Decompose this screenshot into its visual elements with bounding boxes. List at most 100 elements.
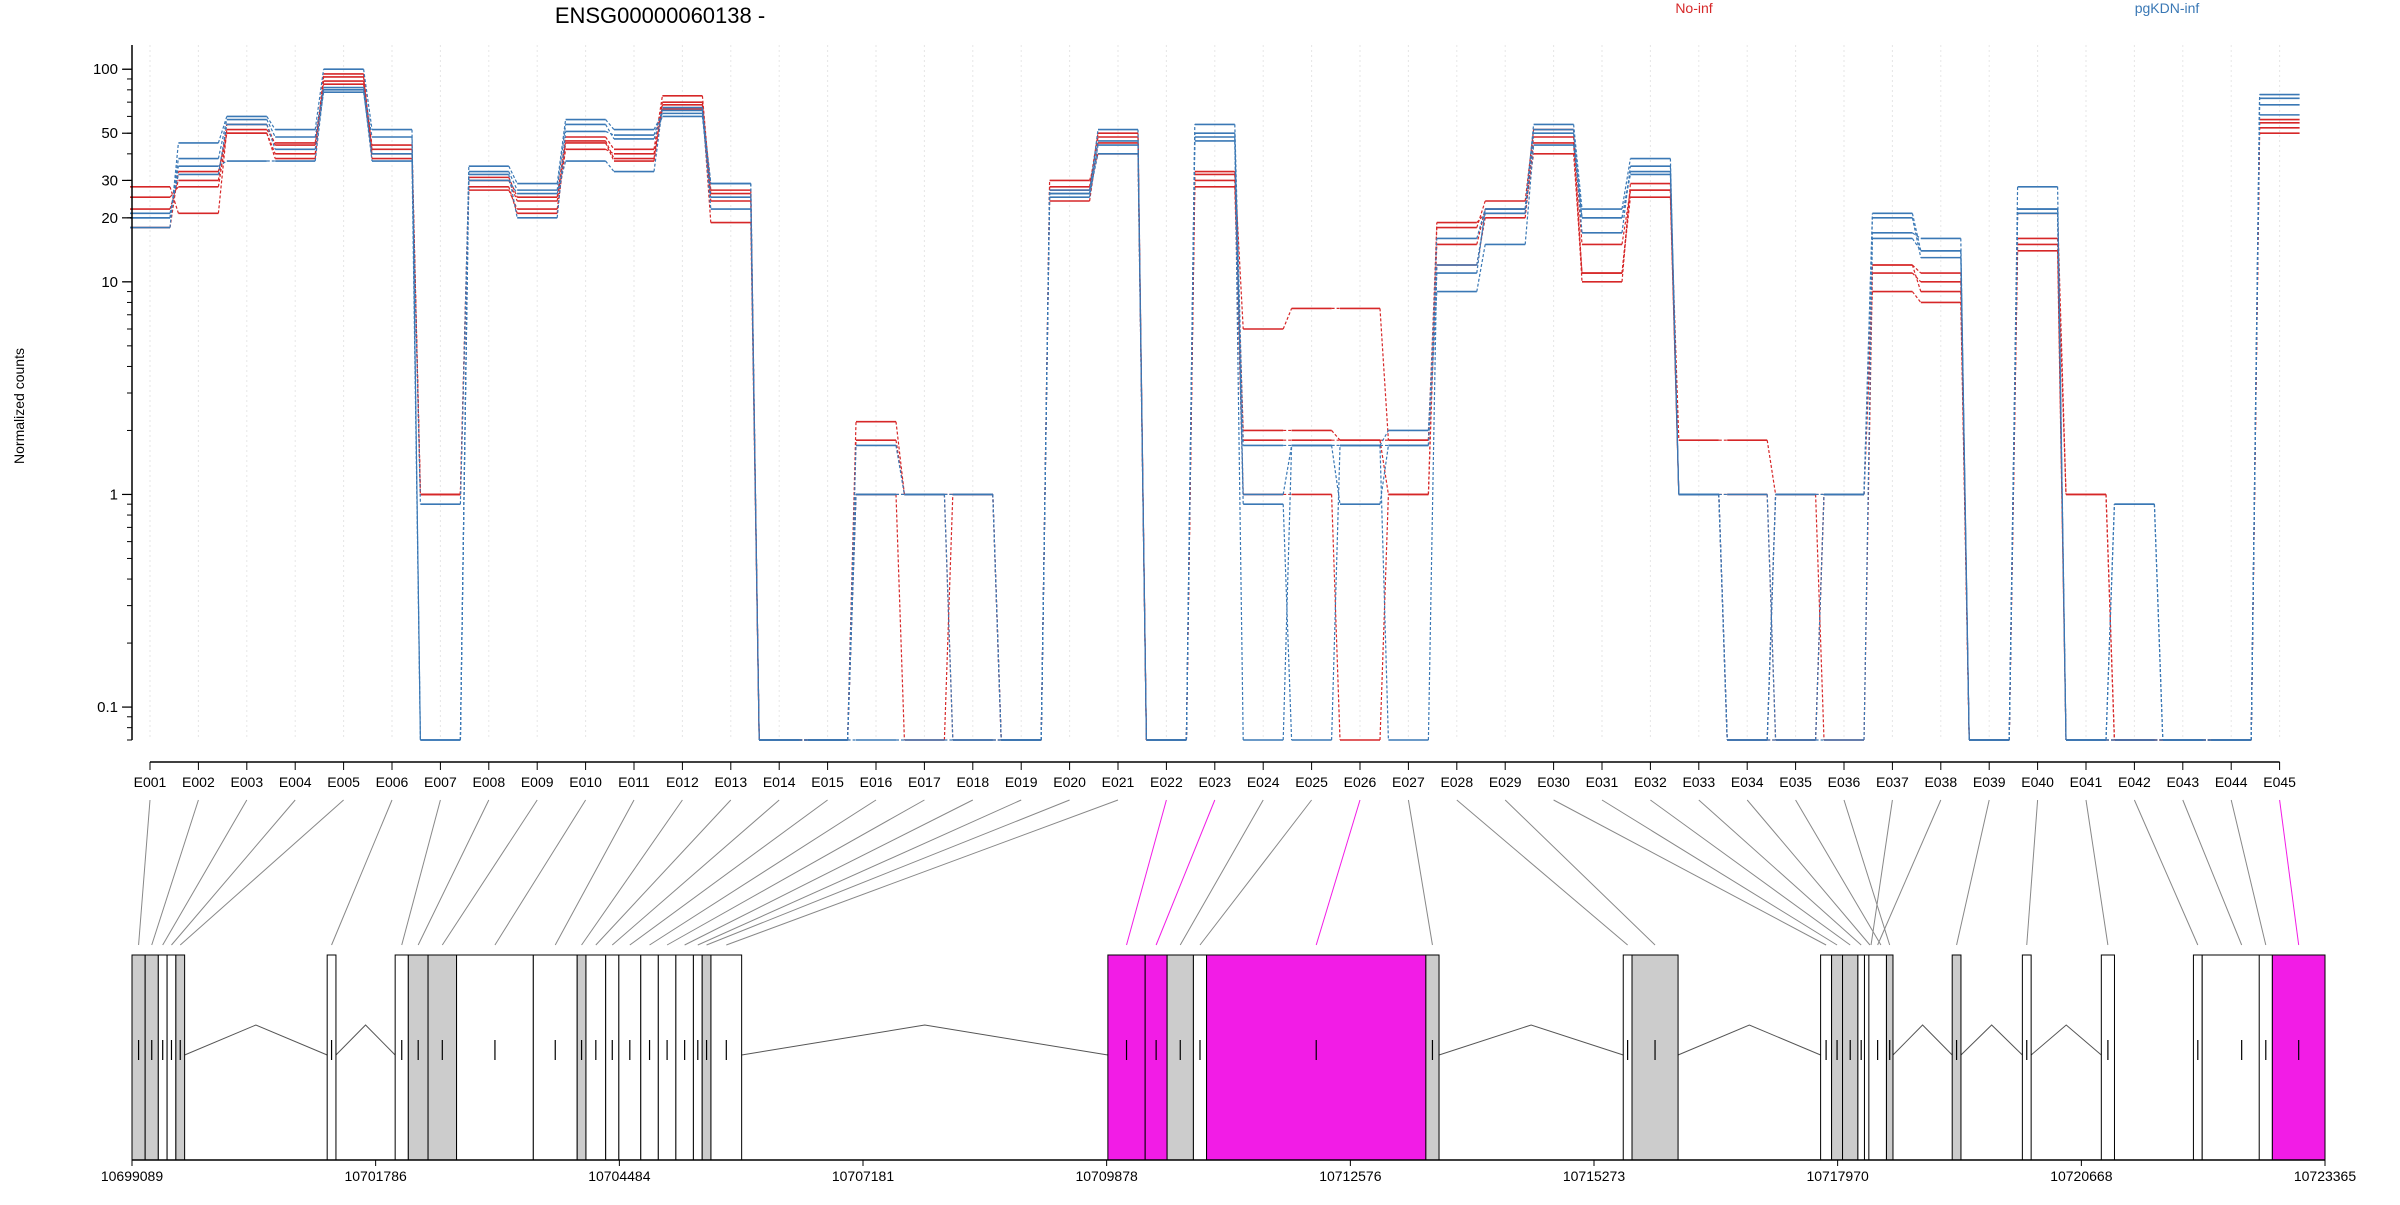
data-connector <box>217 129 228 214</box>
x-tick-label: E042 <box>2118 774 2151 790</box>
x-tick-label: E038 <box>1924 774 1957 790</box>
data-connector <box>992 494 1002 741</box>
intron-line <box>2030 1024 2102 1056</box>
data-connector <box>1863 217 1873 495</box>
exon-connector-line <box>441 799 538 946</box>
data-connector <box>363 76 373 159</box>
gene-model: 10699089 10701786 10704484 10707181 10709878… <box>101 954 2356 1184</box>
data-connector <box>653 95 663 150</box>
data-connector <box>1089 153 1099 194</box>
exon-connector-line <box>2279 799 2300 946</box>
data-connector <box>1911 264 1922 274</box>
series-pgkdn-inf-7 <box>130 89 2300 741</box>
data-connector <box>266 124 276 146</box>
data-connector <box>1282 504 1293 741</box>
exon-connector-line <box>162 799 248 946</box>
data-connector <box>314 89 325 162</box>
genomic-tick-label: 10717970 <box>1806 1168 1869 1184</box>
series-lines <box>130 68 2300 741</box>
exon-connector-line <box>2085 799 2109 946</box>
data-connector <box>169 171 179 228</box>
data-connector <box>314 87 325 138</box>
y-tick-label: 20 <box>101 210 118 227</box>
data-connector <box>1331 494 1341 741</box>
x-tick-label: E029 <box>1489 774 1522 790</box>
x-tick-label: E014 <box>763 774 796 790</box>
y-axis-label: Normalized counts <box>11 348 27 464</box>
intron-line <box>1960 1024 2023 1056</box>
data-connector <box>1912 232 1922 239</box>
x-tick-label: E007 <box>424 774 457 790</box>
data-connector <box>1379 430 1389 446</box>
data-connector <box>1379 445 1389 505</box>
x-tick-label: E006 <box>376 774 409 790</box>
data-connector <box>1621 183 1631 282</box>
data-connector <box>1911 238 1922 252</box>
exon-connector-line <box>1456 799 1628 946</box>
data-connector <box>1040 190 1051 741</box>
genomic-tick-label: 10701786 <box>344 1168 407 1184</box>
exon-connector-line <box>706 799 1070 946</box>
x-tick-label: E013 <box>714 774 747 790</box>
exon-connector-line <box>417 799 490 946</box>
x-tick-label: E005 <box>327 774 360 790</box>
exon-connector-line <box>595 799 732 946</box>
x-tick-label: E009 <box>521 774 554 790</box>
exon-connector-line <box>2133 799 2199 946</box>
data-connector <box>363 89 373 162</box>
x-tick-label: E010 <box>569 774 602 790</box>
exon-connector-line <box>138 799 151 946</box>
exon-connector-line <box>1504 799 1656 946</box>
exon-connector-line <box>1746 799 1871 946</box>
data-connector <box>1234 136 1244 741</box>
x-tick-label: E023 <box>1198 774 1231 790</box>
x-tick-label: E002 <box>182 774 215 790</box>
data-connector <box>2008 213 2019 741</box>
data-connector <box>314 69 325 130</box>
x-tick-label: E036 <box>1828 774 1861 790</box>
exon-connector-line <box>726 799 1119 946</box>
y-tick-label: 0.1 <box>97 699 118 716</box>
data-connector <box>266 124 276 150</box>
exon-connector-line <box>666 799 925 946</box>
data-connector <box>701 110 712 210</box>
exon-connector-line <box>554 799 635 946</box>
data-connector <box>605 148 615 155</box>
data-connector <box>508 189 518 210</box>
exon-connector-line <box>1795 799 1882 946</box>
x-tick-label: E035 <box>1779 774 1812 790</box>
data-connector <box>605 136 615 150</box>
exon-connector-line <box>1407 799 1433 946</box>
data-connector <box>1282 445 1293 741</box>
exon-connector-line <box>1843 799 1891 946</box>
x-tick-label: E040 <box>2021 774 2054 790</box>
x-tick-label: E039 <box>1973 774 2006 790</box>
data-connector <box>411 153 421 505</box>
data-connector <box>1911 217 1922 258</box>
legend-entry-no-inf: No-inf <box>1675 0 1712 16</box>
data-connector <box>1282 445 1293 495</box>
exon-connector-line <box>684 799 974 946</box>
intron-line <box>335 1024 396 1056</box>
data-connector <box>701 107 712 184</box>
x-tick-label: E041 <box>2070 774 2103 790</box>
x-tick-label: E008 <box>472 774 505 790</box>
x-tick-label: E022 <box>1150 774 1183 790</box>
x-tick-label: E030 <box>1537 774 1570 790</box>
exon-connector-line <box>1179 799 1264 946</box>
data-connector <box>1089 140 1099 191</box>
data-connector <box>459 180 470 741</box>
data-connector <box>653 107 663 172</box>
genomic-tick-label: 10720668 <box>2050 1168 2113 1184</box>
data-connector <box>1621 171 1631 218</box>
data-connector <box>1379 440 1389 495</box>
x-tick-label: E028 <box>1440 774 1473 790</box>
data-connector <box>895 421 905 495</box>
data-connector <box>701 95 712 194</box>
data-connector <box>847 445 857 741</box>
axes: 0.1 1 10 20 30 50 100 E001 E002 E003 E004 E005 E006 E… <box>93 45 2296 790</box>
data-connector <box>1476 208 1486 245</box>
data-connector <box>1476 213 1486 266</box>
data-connector <box>605 130 615 136</box>
